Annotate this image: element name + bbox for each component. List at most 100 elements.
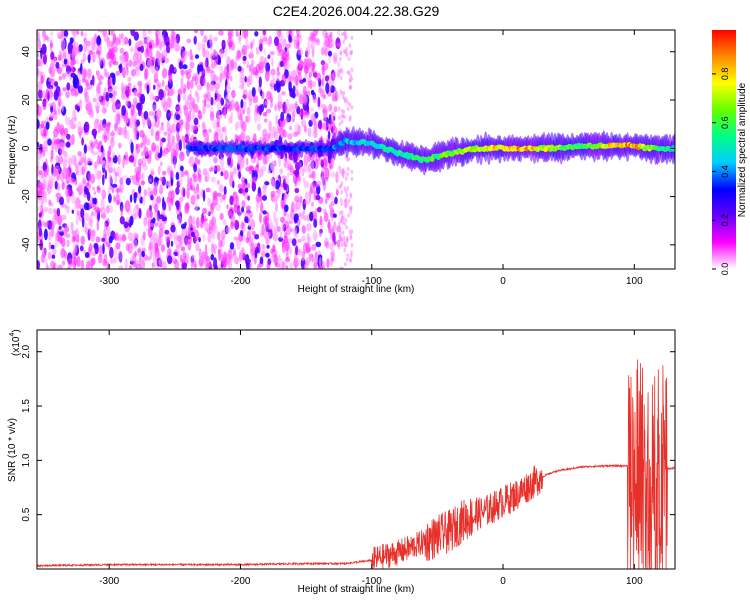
spectrogram-cell xyxy=(102,174,105,186)
spectrogram-cell xyxy=(83,212,90,221)
spectrogram-cell xyxy=(143,110,149,120)
spectrogram-cell xyxy=(274,262,280,268)
spectrogram-cell xyxy=(167,196,172,209)
spectrogram-cell xyxy=(341,119,344,124)
spectrogram-cell xyxy=(350,169,354,174)
spectrogram-cell xyxy=(161,137,166,143)
spectrogram-cell xyxy=(154,116,160,128)
spectrogram-cell xyxy=(42,30,46,38)
spectrogram-cell xyxy=(60,38,66,51)
spectrogram-cell xyxy=(290,263,294,269)
spectrogram-cell xyxy=(74,199,77,212)
spectrogram-cell xyxy=(198,237,201,243)
spectrogram-cell xyxy=(217,93,222,102)
spectrogram-cell xyxy=(127,232,134,242)
spectrogram-cell xyxy=(191,110,196,120)
spectrogram-cell xyxy=(138,255,142,266)
spectrogram-cell xyxy=(286,30,289,38)
spectrogram-cell xyxy=(269,162,274,170)
spectrogram-cell xyxy=(227,266,233,269)
snr-y-multiplier-close: ) xyxy=(11,329,22,332)
spectrogram-cell xyxy=(37,179,41,189)
spectrogram-cell xyxy=(216,192,222,197)
spectrogram-cell xyxy=(93,132,97,140)
spectrogram-cell xyxy=(59,196,64,206)
spectrogram-cell xyxy=(333,106,338,112)
spectrogram-cell xyxy=(188,94,192,100)
spectrogram-cell xyxy=(180,69,185,76)
spectrogram-cell xyxy=(324,198,328,205)
spectrogram-cell xyxy=(198,256,204,267)
spectrogram-cell xyxy=(65,114,68,123)
spectrogram-cell xyxy=(170,240,174,247)
spectrogram-cell xyxy=(133,232,137,239)
spectrogram-cell xyxy=(311,171,315,178)
spectrogram-cell xyxy=(319,256,322,267)
spectrogram-cell xyxy=(146,84,150,95)
snr-x-ticks: -300 -200 -100 0 100 xyxy=(99,330,643,587)
spectrogram-cell xyxy=(350,35,354,40)
spectrogram-cell xyxy=(293,131,298,137)
spectrogram-cell xyxy=(121,105,126,117)
spectrogram-cell xyxy=(204,97,207,107)
spectrogram-cell xyxy=(73,242,78,254)
spectrogram-cell xyxy=(348,102,352,107)
spectrogram-cell xyxy=(102,123,107,132)
spectrogram-cell xyxy=(269,51,275,56)
spectrogram-cell xyxy=(261,243,265,250)
spectrogram-cell xyxy=(163,131,168,136)
spectrogram-cell xyxy=(84,252,90,258)
spectrogram-cell xyxy=(250,42,253,51)
spectrogram-cell xyxy=(291,30,294,38)
spectrogram-cell xyxy=(93,191,97,195)
spectrogram-cell xyxy=(332,213,337,218)
spectrogram-cell xyxy=(177,93,181,103)
spectrogram-cell xyxy=(312,62,315,73)
spectrogram-cell xyxy=(254,31,259,37)
spectrogram-cell xyxy=(94,206,100,213)
spectrogram-cell xyxy=(285,256,291,263)
x-tick-label: -200 xyxy=(230,576,250,587)
figure-title: C2E4.2026.004.22.38.G29 xyxy=(273,3,440,19)
spectrogram-cell xyxy=(104,169,108,180)
spectrogram-cell xyxy=(161,34,165,46)
y-tick-label: 20 xyxy=(21,94,32,106)
spectrogram-cell xyxy=(208,258,211,267)
spectrogram-cell xyxy=(328,242,334,250)
spectrogram-cell xyxy=(37,111,40,116)
spectrogram-cell xyxy=(202,77,207,87)
spectrogram-cell xyxy=(150,243,154,250)
spectrogram-cell xyxy=(194,54,200,59)
spectrogram-cell xyxy=(159,41,163,51)
spectrogram-cell xyxy=(190,156,195,163)
spectrogram-cell xyxy=(242,101,247,109)
spectrogram-cell xyxy=(123,115,128,122)
spectrogram-cell xyxy=(54,232,58,243)
spectrogram-cell xyxy=(279,230,283,240)
spectrogram-cell xyxy=(70,88,76,96)
spectrogram-cell xyxy=(133,150,138,162)
spectrogram-cell xyxy=(91,151,97,156)
spectrogram-cell xyxy=(147,58,153,70)
colorbar-gradient xyxy=(712,30,736,269)
spectrogram-cell xyxy=(175,171,180,181)
spectrogram-cell xyxy=(133,112,138,117)
spectrogram-cell xyxy=(155,37,160,47)
spectrogram-cell xyxy=(131,252,135,261)
spectrogram-cell xyxy=(48,102,53,108)
spectrogram-cell xyxy=(57,264,63,269)
spectrogram-cell xyxy=(166,97,172,108)
spectrogram-cell xyxy=(108,92,113,99)
spectrogram-cell xyxy=(41,173,44,179)
spectrogram-cell xyxy=(281,91,286,96)
spectrogram-cell xyxy=(217,231,221,241)
spectrogram-cell xyxy=(240,221,245,230)
spectrogram-cell xyxy=(324,35,330,47)
spectrogram-cell xyxy=(348,229,352,235)
spectrogram-cell xyxy=(246,76,251,88)
spectrogram-cell xyxy=(108,60,113,68)
spectrogram-cell xyxy=(218,250,221,262)
spectrogram-cell xyxy=(162,150,166,157)
spectrogram-cell xyxy=(81,78,86,83)
spectrogram-cell xyxy=(90,211,95,217)
